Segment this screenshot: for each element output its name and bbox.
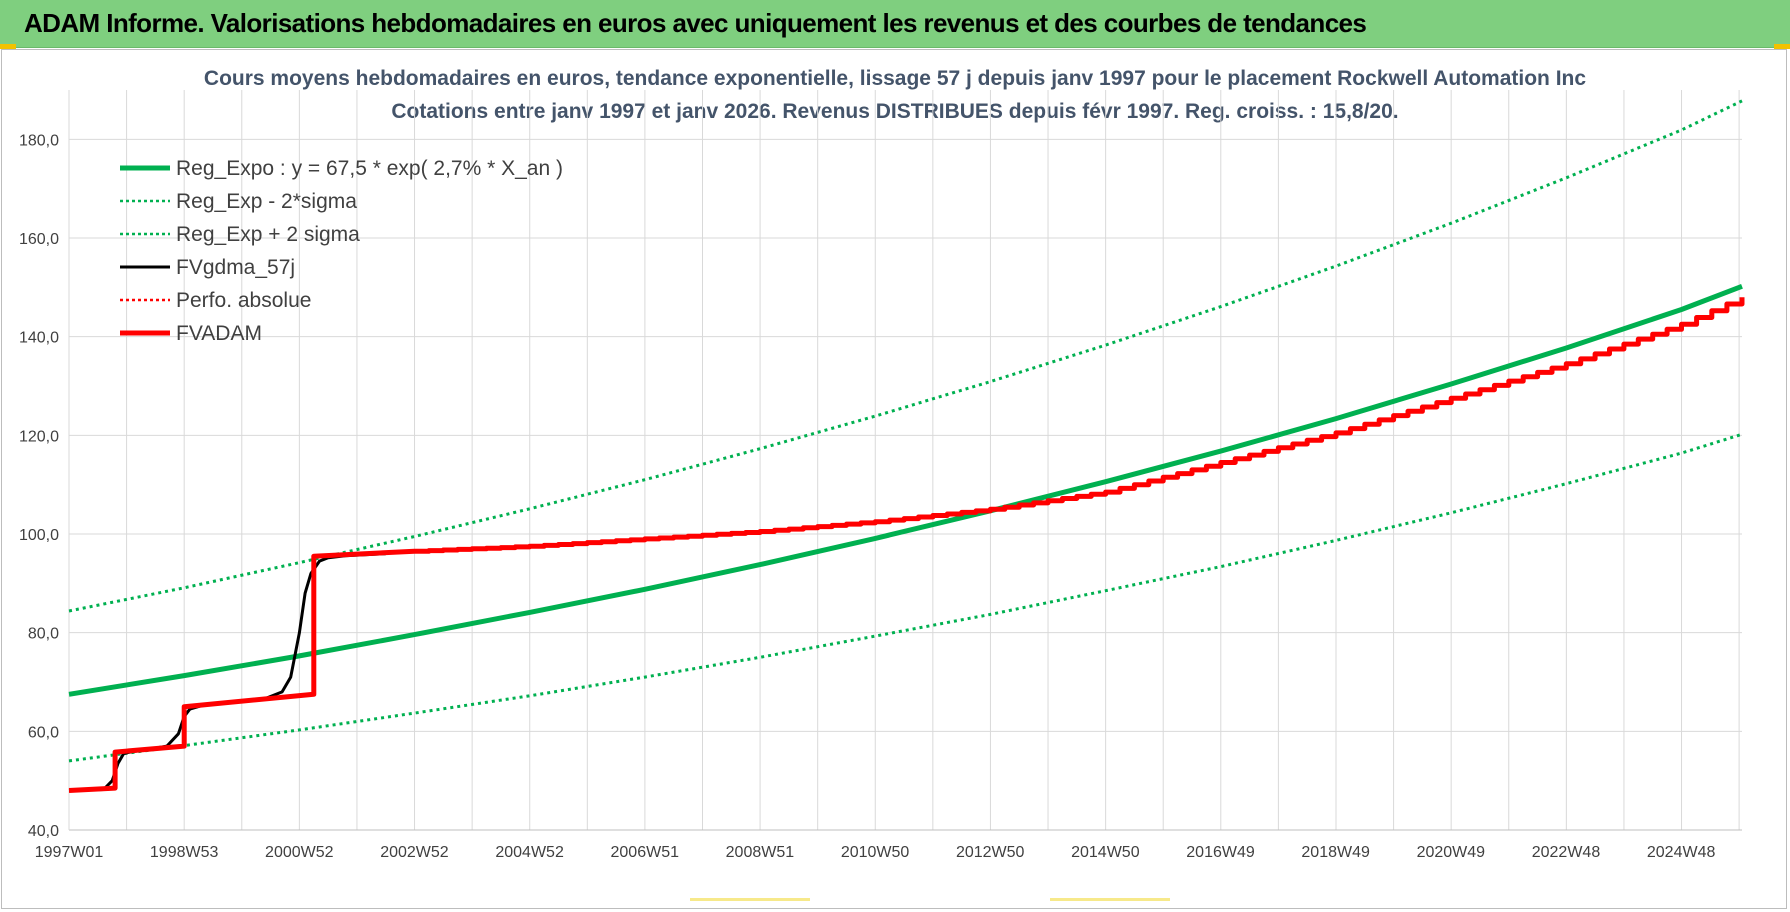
x-tick-label: 1998W53 — [150, 844, 219, 861]
series-line-reg-exp-2-sigma — [68, 99, 1743, 613]
x-tick-label: 2006W51 — [611, 844, 680, 861]
x-tick-label: 2010W50 — [841, 844, 910, 861]
y-tick-label: 160,0 — [19, 231, 59, 248]
y-tick-label: 40,0 — [28, 823, 59, 840]
series-line-reg-expo-y-67-5-exp-2-7-x-an- — [68, 283, 1743, 697]
chart-area: Cours moyens hebdomadaires en euros, ten… — [1, 49, 1787, 909]
y-tick-label: 120,0 — [19, 428, 59, 445]
series-line-fvadam — [68, 297, 1745, 793]
report-title: ADAM Informe. Valorisations hebdomadaire… — [24, 8, 1367, 38]
x-tick-label: 2016W49 — [1186, 844, 1255, 861]
legend-label: FVgdma_57j — [176, 256, 295, 279]
legend-label: FVADAM — [176, 322, 262, 345]
x-tick-label: 2000W52 — [265, 844, 334, 861]
grid — [69, 90, 1742, 830]
y-tick-label: 140,0 — [19, 330, 59, 347]
x-tick-label: 2002W52 — [380, 844, 449, 861]
corner-marker-left — [0, 44, 16, 49]
corner-marker-right — [1774, 44, 1790, 49]
x-tick-label: 2014W50 — [1071, 844, 1140, 861]
legend-label: Reg_Exp - 2*sigma — [176, 190, 357, 213]
x-tick-label: 1997W01 — [35, 844, 104, 861]
report-header: ADAM Informe. Valorisations hebdomadaire… — [0, 0, 1790, 48]
bottom-marker — [690, 898, 810, 901]
chart-subtitle: Cotations entre janv 1997 et janv 2026. … — [391, 100, 1398, 123]
y-tick-label: 80,0 — [28, 626, 59, 643]
y-tick-label: 180,0 — [19, 132, 59, 149]
series-line-reg-exp-2-sigma — [68, 432, 1743, 763]
series-layer — [68, 99, 1745, 793]
x-tick-label: 2024W48 — [1647, 844, 1716, 861]
legend-label: Reg_Expo : y = 67,5 * exp( 2,7% * X_an ) — [176, 157, 563, 180]
y-tick-label: 100,0 — [19, 527, 59, 544]
x-tick-label: 2008W51 — [726, 844, 795, 861]
x-tick-label: 2022W48 — [1532, 844, 1601, 861]
chart-title: Cours moyens hebdomadaires en euros, ten… — [204, 67, 1586, 90]
x-tick-label: 2018W49 — [1301, 844, 1370, 861]
legend-label: Reg_Exp + 2 sigma — [176, 223, 360, 246]
y-tick-label: 60,0 — [28, 724, 59, 741]
x-tick-label: 2020W49 — [1417, 844, 1486, 861]
chart-svg: Cours moyens hebdomadaires en euros, ten… — [19, 67, 1745, 861]
legend-label: Perfo. absolue — [176, 289, 311, 312]
x-tick-label: 2012W50 — [956, 844, 1025, 861]
x-tick-label: 2004W52 — [495, 844, 564, 861]
legend: Reg_Expo : y = 67,5 * exp( 2,7% * X_an )… — [120, 157, 563, 345]
axes: 40,0 60,0 80,0 100,0 120,0 140,0 160,0 180,0 199… — [19, 90, 1742, 861]
bottom-marker — [1050, 898, 1170, 901]
